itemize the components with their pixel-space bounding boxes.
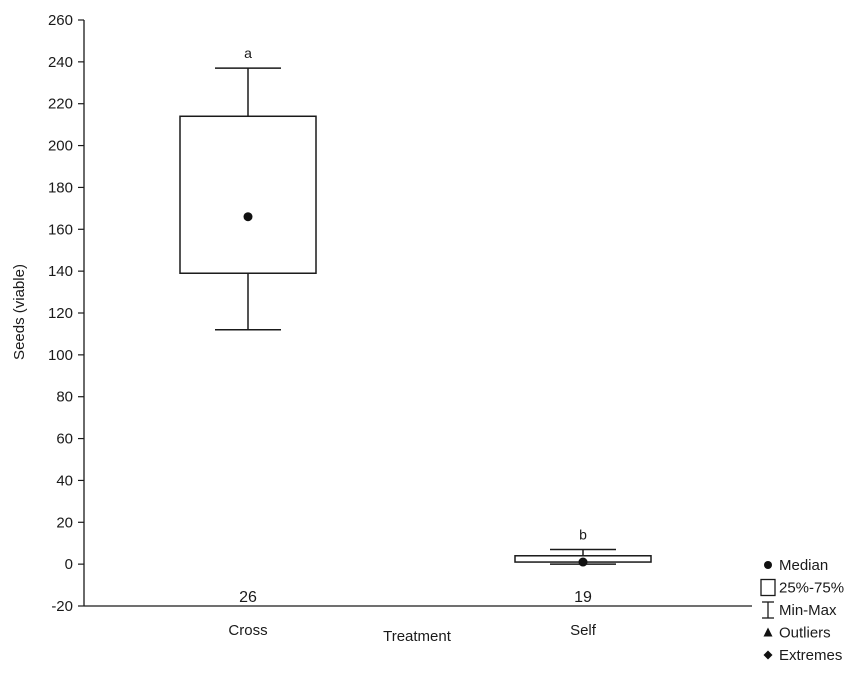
- y-tick-label: -20: [51, 598, 73, 615]
- legend-label: 25%-75%: [779, 580, 844, 597]
- y-tick-label: 260: [48, 12, 73, 29]
- legend-item-box: 25%-75%: [760, 578, 844, 597]
- legend-label: Extremes: [779, 647, 842, 664]
- y-tick-label: 100: [48, 347, 73, 364]
- box-cross: a 26 Cross: [179, 45, 317, 639]
- median-point: [578, 557, 588, 567]
- box-self: b 19 Self: [514, 526, 652, 639]
- legend-extreme-icon: [763, 650, 773, 660]
- x-axis-title: Treatment: [383, 628, 452, 645]
- x-tick-label: Cross: [228, 622, 267, 639]
- y-tick-label: 0: [65, 556, 73, 573]
- y-tick-label: 160: [48, 221, 73, 238]
- y-axis-ticks: -20 0 20 40 60 80 100 120 140 160 180 200 220 240 260: [48, 12, 84, 615]
- y-tick-label: 40: [56, 472, 73, 489]
- box-series: a 26 Cross b 19 Self: [179, 45, 652, 639]
- y-axis-title: Seeds (viable): [11, 264, 28, 360]
- sample-size-label: 26: [239, 589, 257, 606]
- significance-letter: b: [579, 526, 587, 542]
- y-tick-label: 60: [56, 431, 73, 448]
- y-tick-label: 120: [48, 305, 73, 322]
- y-tick-label: 140: [48, 263, 73, 280]
- iqr-box: [179, 115, 317, 274]
- legend-label: Min-Max: [779, 602, 837, 619]
- legend: Median 25%-75% Min-Max Outliers Extremes: [760, 557, 844, 664]
- legend-item-triangle: Outliers: [763, 625, 831, 642]
- median-point: [243, 212, 253, 222]
- x-tick-label: Self: [570, 622, 597, 639]
- y-tick-label: 220: [48, 96, 73, 113]
- legend-box-icon: [760, 578, 776, 597]
- legend-outlier-icon: [763, 627, 773, 637]
- legend-item-diamond: Extremes: [763, 647, 842, 664]
- y-tick-label: 180: [48, 179, 73, 196]
- significance-letter: a: [244, 45, 252, 61]
- legend-label: Median: [779, 557, 828, 574]
- y-tick-label: 80: [56, 389, 73, 406]
- legend-item-whisker: Min-Max: [762, 601, 837, 619]
- legend-label: Outliers: [779, 625, 831, 642]
- legend-median-icon: [764, 561, 772, 569]
- sample-size-label: 19: [574, 589, 592, 606]
- legend-item-circle: Median: [764, 557, 828, 574]
- y-tick-label: 240: [48, 54, 73, 71]
- y-tick-label: 200: [48, 138, 73, 155]
- y-tick-label: 20: [56, 514, 73, 531]
